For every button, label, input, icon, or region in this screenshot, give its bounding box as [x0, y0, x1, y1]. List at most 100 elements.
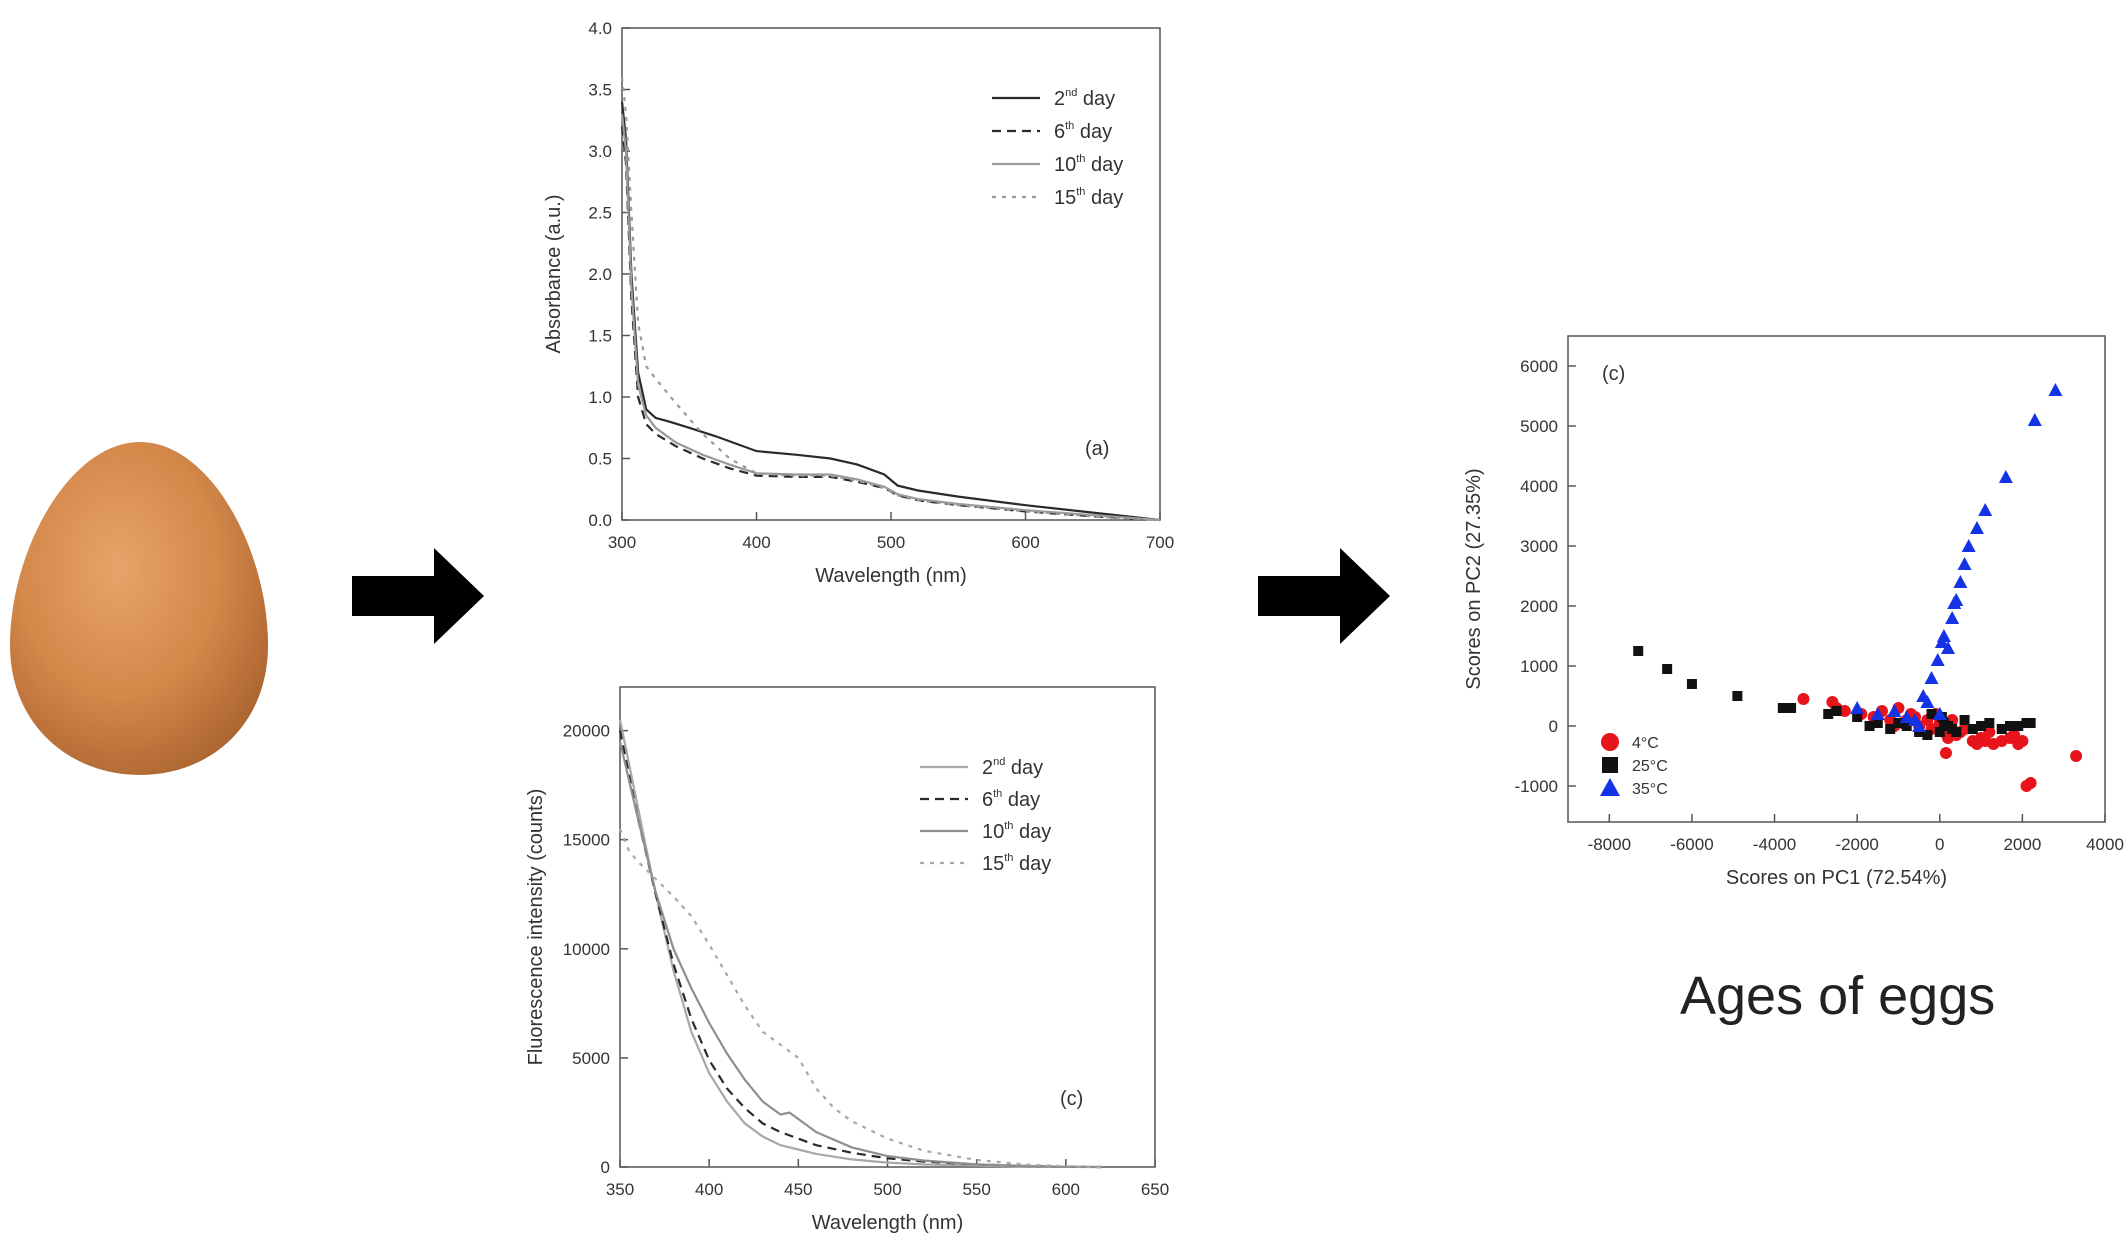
legend-superscript: th [1004, 852, 1013, 864]
legend-entry: 15th day [982, 852, 1051, 875]
x-tick-label: -4000 [1753, 835, 1796, 854]
fluorescence-chart: 350 400 450 500 550 600 650 0 5000 10000 15000 2000… [525, 686, 1169, 1234]
point-25c [1823, 709, 1834, 719]
point-25c [1967, 724, 1978, 734]
pca-scores-chart: -8000 -6000 -4000 -2000 0 2000 4000 -1000 0 1000 2… [1463, 335, 2124, 889]
point-25c [1872, 718, 1883, 728]
point-25c [2004, 721, 2015, 731]
point-25c [1864, 721, 1875, 731]
legend-number: 15 [1054, 187, 1076, 209]
legend-marker-circle [1601, 733, 1619, 751]
legend-entry: 6th day [982, 788, 1040, 811]
legend-label: 35°C [1632, 781, 1668, 798]
series-line-4 [618, 828, 1102, 1169]
x-tick-label: 400 [695, 1180, 723, 1199]
point-35c [2048, 383, 2063, 396]
y-tick-label: 4000 [1520, 477, 1558, 496]
point-35c [1920, 695, 1935, 708]
y-tick-label: 5000 [1520, 417, 1558, 436]
legend-day: day [1074, 121, 1112, 143]
point-35c [1941, 641, 1956, 654]
point-25c [1901, 721, 1912, 731]
y-axis-label: Absorbance (a.u.) [543, 195, 565, 354]
panel-label: (a) [1085, 438, 1109, 460]
y-tick-label: 2.5 [588, 204, 612, 223]
legend-superscript: th [1004, 820, 1013, 832]
point-4c [2016, 735, 2029, 747]
point-25c [1885, 724, 1896, 734]
y-tick-label: 3.0 [588, 142, 612, 161]
x-tick-label: 4000 [2086, 835, 2124, 854]
point-25c [1996, 724, 2007, 734]
point-25c [1732, 691, 1743, 701]
point-25c [1662, 664, 1673, 674]
point-25c [1893, 718, 1904, 728]
point-35c [1870, 707, 1885, 720]
series-line-3 [618, 741, 1102, 1169]
legend-number: 6 [982, 789, 993, 811]
y-tick-label: 3000 [1520, 537, 1558, 556]
point-35c [1949, 593, 1964, 606]
legend-marker-square [1602, 757, 1618, 773]
legend-entry: 10th day [1054, 153, 1123, 176]
point-4c [1983, 726, 1996, 738]
point-35c [1945, 611, 1960, 624]
point-35c [1957, 557, 1972, 570]
point-35c [1936, 629, 1951, 642]
x-tick-label: 0 [1935, 835, 1944, 854]
point-25c [1633, 646, 1644, 656]
point-35c [1850, 701, 1865, 714]
point-4c [1838, 705, 1851, 717]
y-tick-label: 1.5 [588, 327, 612, 346]
point-25c [2013, 721, 2024, 731]
point-25c [1922, 730, 1933, 740]
point-35c [1932, 707, 1947, 720]
legend-number: 6 [1054, 121, 1065, 143]
point-35c [1978, 503, 1993, 516]
y-tick-label: 5000 [572, 1049, 610, 1068]
point-25c [1926, 709, 1937, 719]
point-25c [1852, 712, 1863, 722]
arrow-right-icon [1258, 548, 1390, 644]
legend-marker-triangle [1600, 778, 1620, 796]
y-tick-label: 4.0 [588, 19, 612, 38]
x-axis-label: Wavelength (nm) [812, 1212, 964, 1234]
point-35c [2027, 413, 2042, 426]
legend-superscript: th [1076, 153, 1085, 165]
x-tick-label: 2000 [2003, 835, 2041, 854]
series-line-1 [620, 101, 1161, 522]
point-25c [1831, 706, 1842, 716]
panel-label: (c) [1060, 1088, 1083, 1110]
point-35c [1961, 539, 1976, 552]
x-tick-label: 600 [1011, 533, 1039, 552]
point-25c [1934, 727, 1945, 737]
absorbance-chart: 300 400 500 600 700 0.0 0.5 1.0 1.5 2.0 2.5 3.0 3.5 4… [543, 19, 1174, 587]
legend-day: day [1077, 88, 1115, 110]
point-4c [1939, 747, 1952, 759]
y-tick-label: 15000 [563, 831, 610, 850]
x-tick-label: 350 [606, 1180, 634, 1199]
panel-label: (c) [1602, 363, 1625, 385]
point-35c [1930, 653, 1945, 666]
legend-day: day [1005, 757, 1043, 779]
point-4c [1979, 735, 1992, 747]
point-4c [2024, 777, 2037, 789]
legend-day: day [1013, 853, 1051, 875]
y-tick-label: 1000 [1520, 657, 1558, 676]
y-tick-label: 6000 [1520, 357, 1558, 376]
legend-superscript: th [1076, 186, 1085, 198]
legend-entry: 2nd day [1054, 87, 1115, 110]
point-35c [1924, 671, 1939, 684]
legend-entry: 10th day [982, 820, 1051, 843]
legend-day: day [1085, 187, 1123, 209]
x-tick-label: 550 [962, 1180, 990, 1199]
legend-superscript: th [993, 788, 1002, 800]
point-25c [1786, 703, 1797, 713]
x-tick-label: 450 [784, 1180, 812, 1199]
x-axis-label: Wavelength (nm) [815, 565, 967, 587]
y-tick-label: 0 [601, 1158, 610, 1177]
point-35c [1887, 704, 1902, 717]
point-25c [1777, 703, 1788, 713]
point-35c [1953, 575, 1968, 588]
egg-image [10, 442, 268, 775]
